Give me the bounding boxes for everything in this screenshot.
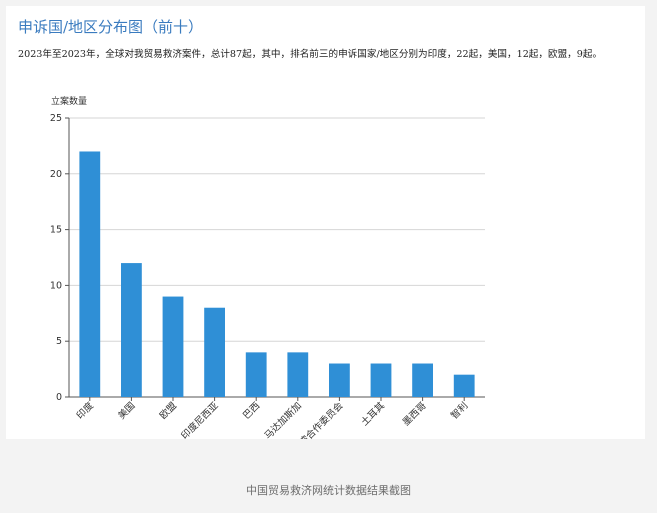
- bar-3: [204, 307, 225, 397]
- x-tick-label: 欧盟: [157, 399, 179, 421]
- y-tick-label: 20: [50, 169, 62, 180]
- bar-8: [412, 363, 433, 397]
- y-axis-label: 立案数量: [51, 95, 87, 107]
- y-tick-label: 0: [56, 392, 62, 403]
- x-tick-label: 美国: [116, 400, 138, 422]
- bar-9: [453, 374, 475, 397]
- y-tick-label: 25: [50, 113, 62, 124]
- x-tick-label: 墨西哥: [401, 400, 429, 428]
- bar-4: [245, 352, 267, 397]
- chart-description: 2023年至2023年，全球对我贸易救济案件，总计87起，其中，排名前三的申诉国…: [18, 49, 603, 60]
- bar-6: [329, 363, 350, 397]
- x-tick-label: 马达加斯加: [262, 400, 304, 439]
- bar-7: [370, 363, 392, 397]
- bar-5: [287, 352, 309, 397]
- bar-2: [162, 296, 184, 397]
- x-tick-label: 印度尼西亚: [179, 399, 221, 439]
- x-tick-label: 土耳其: [358, 399, 387, 428]
- x-tick-label: 智利: [448, 400, 470, 422]
- x-tick-label: 巴西: [241, 400, 262, 421]
- chart-card: 申诉国/地区分布图（前十） 2023年至2023年，全球对我贸易救济案件，总计8…: [6, 6, 645, 439]
- chart-heading: 申诉国/地区分布图（前十）: [18, 18, 204, 36]
- image-caption: 中国贸易救济网统计数据结果截图: [246, 484, 411, 497]
- y-axis: 0 5 10 15 20 25: [50, 113, 485, 403]
- y-tick-label: 10: [50, 280, 62, 291]
- x-tick-label: 印度: [74, 399, 96, 421]
- bar-1: [121, 263, 142, 397]
- bars: [79, 151, 475, 397]
- bar-0: [79, 151, 101, 397]
- y-tick-label: 15: [50, 225, 62, 236]
- y-tick-label: 5: [56, 336, 62, 347]
